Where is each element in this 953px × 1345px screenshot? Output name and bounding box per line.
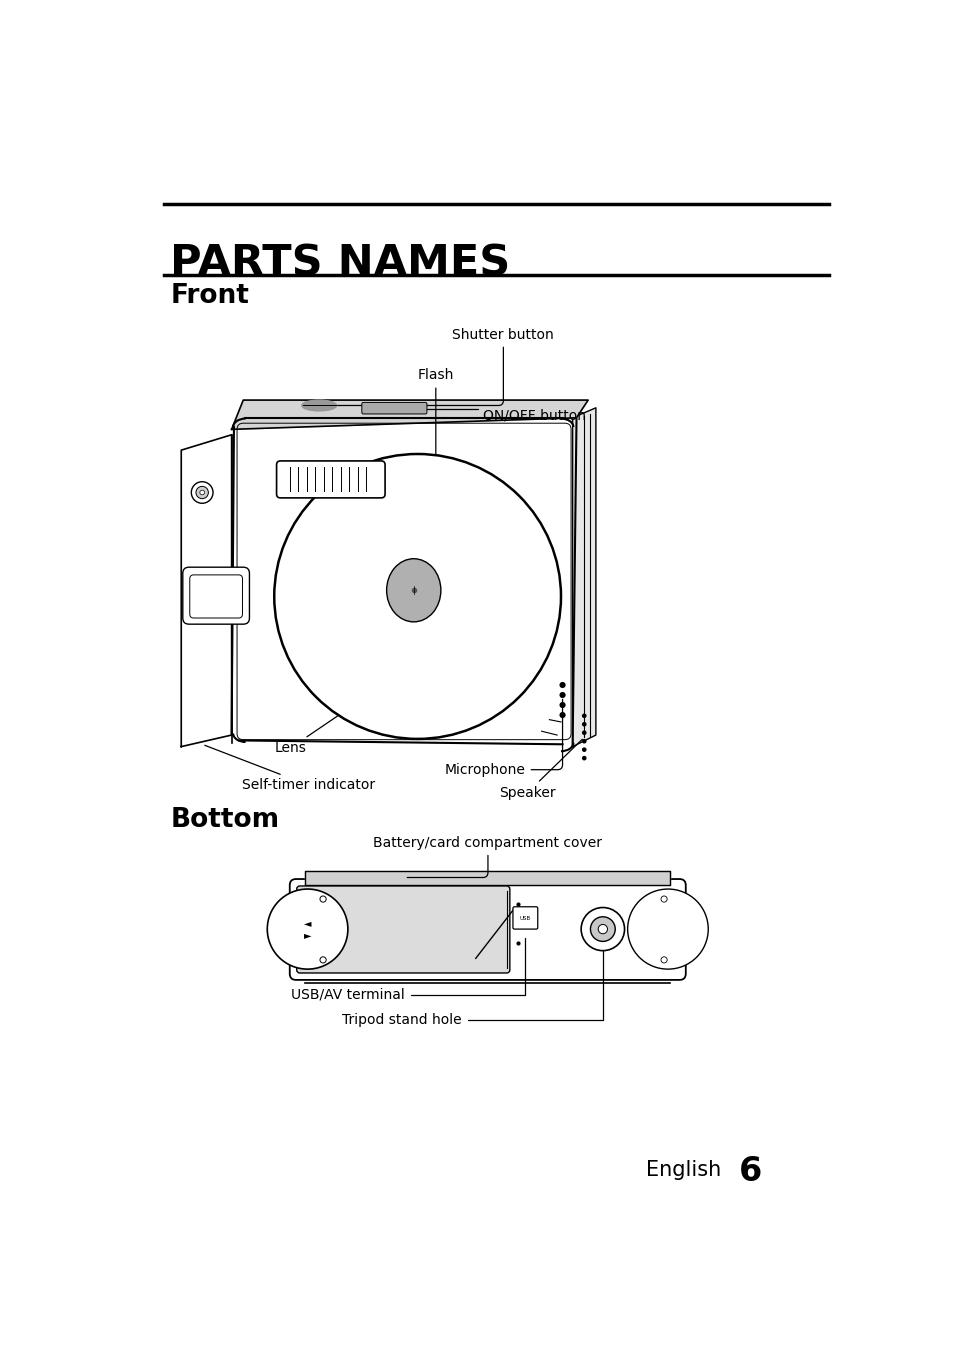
Circle shape: [627, 889, 707, 970]
Circle shape: [558, 712, 565, 718]
Circle shape: [558, 702, 565, 707]
Circle shape: [580, 908, 624, 951]
Circle shape: [371, 550, 464, 643]
Circle shape: [581, 748, 586, 752]
Text: PARTS NAMES: PARTS NAMES: [171, 242, 510, 284]
Circle shape: [319, 956, 326, 963]
Circle shape: [590, 917, 615, 942]
Ellipse shape: [386, 558, 440, 621]
FancyBboxPatch shape: [361, 402, 427, 414]
Circle shape: [581, 738, 586, 744]
Circle shape: [294, 473, 541, 720]
Circle shape: [274, 455, 560, 738]
Text: 6: 6: [739, 1155, 761, 1188]
Text: USB/AV terminal: USB/AV terminal: [291, 937, 525, 1002]
Text: ◄
►: ◄ ►: [303, 919, 311, 940]
Text: Front: Front: [171, 282, 249, 309]
Text: Shutter button: Shutter button: [322, 328, 554, 405]
Circle shape: [382, 562, 452, 631]
Polygon shape: [232, 414, 576, 746]
Text: Lens: Lens: [274, 716, 337, 755]
Text: Self-timer indicator: Self-timer indicator: [205, 745, 375, 792]
Circle shape: [199, 490, 204, 495]
FancyBboxPatch shape: [190, 574, 242, 617]
Text: Battery/card compartment cover: Battery/card compartment cover: [373, 835, 601, 877]
Circle shape: [581, 713, 586, 718]
Polygon shape: [572, 408, 596, 746]
Circle shape: [319, 896, 326, 902]
FancyBboxPatch shape: [183, 568, 249, 624]
Ellipse shape: [301, 399, 336, 410]
Polygon shape: [181, 434, 232, 746]
Text: Microphone: Microphone: [444, 699, 562, 776]
Polygon shape: [232, 399, 587, 429]
Circle shape: [267, 889, 348, 970]
Circle shape: [558, 691, 565, 698]
Circle shape: [195, 487, 208, 499]
Text: ON/OFF button: ON/OFF button: [396, 409, 586, 422]
Circle shape: [326, 506, 509, 687]
Circle shape: [355, 535, 479, 658]
Text: Bottom: Bottom: [171, 807, 279, 833]
FancyBboxPatch shape: [513, 907, 537, 929]
Text: Flash: Flash: [335, 369, 454, 482]
Text: Speaker: Speaker: [498, 740, 581, 800]
Circle shape: [340, 519, 495, 674]
Circle shape: [558, 682, 565, 689]
Circle shape: [581, 722, 586, 726]
FancyBboxPatch shape: [296, 886, 509, 972]
FancyBboxPatch shape: [290, 880, 685, 981]
Circle shape: [581, 730, 586, 736]
Circle shape: [598, 924, 607, 933]
Text: USB: USB: [519, 916, 531, 921]
Polygon shape: [305, 872, 670, 885]
Circle shape: [309, 488, 525, 705]
Text: Tripod stand hole: Tripod stand hole: [342, 950, 602, 1028]
Text: English: English: [645, 1161, 720, 1180]
Circle shape: [660, 956, 666, 963]
Circle shape: [660, 896, 666, 902]
Circle shape: [192, 482, 213, 503]
FancyBboxPatch shape: [276, 461, 385, 498]
Circle shape: [581, 756, 586, 760]
